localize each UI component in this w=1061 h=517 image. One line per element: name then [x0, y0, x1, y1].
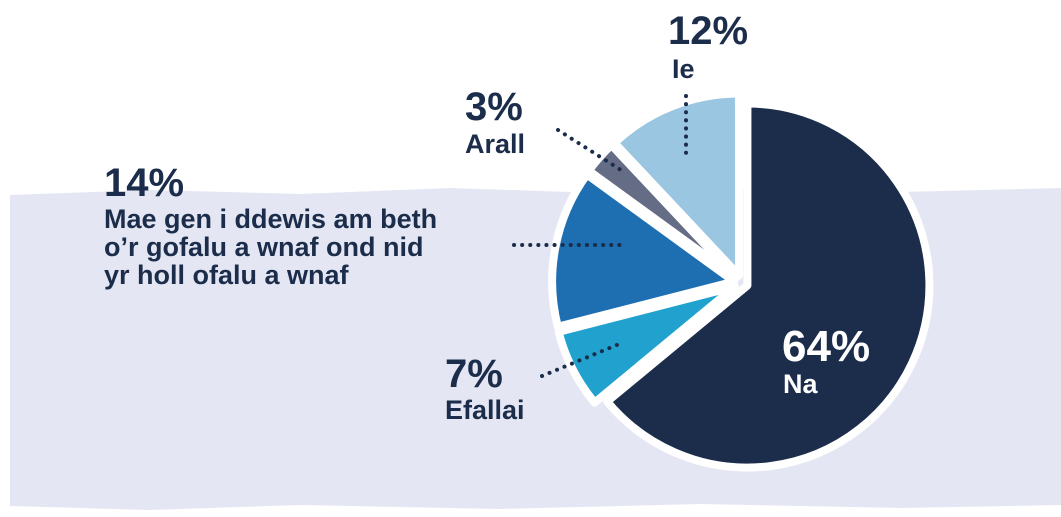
pie-slices [548, 89, 934, 472]
slice-label-mae-gen-line-1: Mae gen i ddewis am beth [104, 204, 437, 234]
slice-label-efallai: Efallai [445, 395, 525, 425]
pie-slice-efallai [554, 282, 739, 407]
slice-label-arall: Arall [465, 129, 525, 159]
slice-pct-efallai: 7% [445, 352, 503, 396]
leader-line-arall [556, 128, 626, 174]
slice-label-na: Na [783, 369, 818, 399]
slice-pct-ie: 12% [668, 9, 748, 53]
slice-label-ie: Ie [672, 54, 695, 84]
slice-pct-arall: 3% [465, 85, 523, 129]
pie-slice-na [603, 99, 934, 472]
slice-label-mae-gen-line-2: o’r gofalu a wnaf ond nid [104, 232, 423, 262]
pie-slice-mae-gen [548, 170, 739, 331]
pie-slice-ie [610, 89, 744, 280]
leader-line-efallai [540, 340, 626, 378]
slice-pct-na: 64% [782, 322, 870, 371]
slice-label-mae-gen-line-3: yr holl ofalu a wnaf [104, 260, 350, 290]
slice-pct-mae-gen: 14% [104, 161, 184, 205]
